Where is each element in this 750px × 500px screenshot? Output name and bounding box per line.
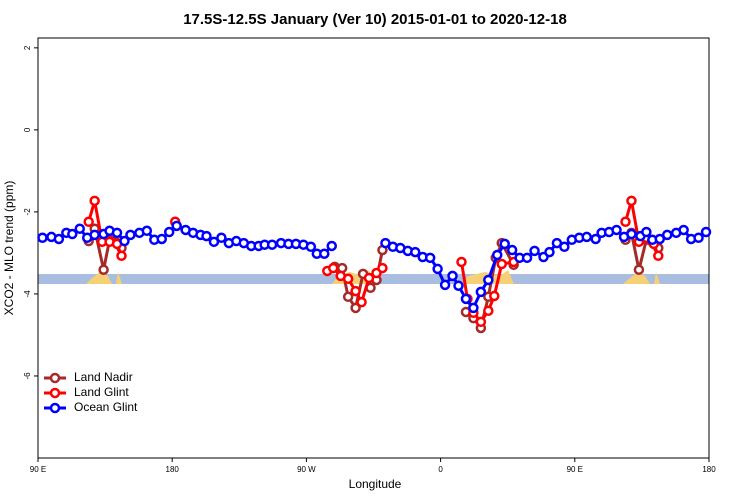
data-point: [377, 262, 388, 274]
data-point: [496, 258, 507, 270]
data-point: [356, 296, 367, 308]
data-point: [119, 235, 130, 247]
data-point: [37, 232, 48, 243]
data-point: [626, 228, 637, 240]
data-point: [141, 225, 153, 237]
data-point: [590, 233, 601, 245]
data-point: [521, 252, 533, 264]
legend-label: Land Nadir: [74, 370, 133, 384]
data-point: [216, 232, 227, 243]
data-point: [653, 250, 664, 262]
data-point: [163, 226, 175, 238]
data-point: [661, 229, 673, 241]
data-point: [453, 280, 464, 291]
data-point: [626, 195, 637, 207]
data-point: [98, 264, 109, 275]
data-point: [456, 256, 467, 268]
data-point: [447, 270, 458, 282]
data-point: [342, 273, 354, 285]
data-point: [350, 285, 361, 297]
data-point: [544, 246, 555, 258]
chart-title: 17.5S-12.5S January (Ver 10) 2015-01-01 …: [183, 11, 567, 28]
y-tick-label: -6: [23, 372, 32, 380]
x-tick-label: 180: [702, 465, 716, 474]
legend-marker: [49, 402, 61, 414]
data-point: [53, 233, 65, 245]
legend-marker: [49, 372, 61, 384]
data-point: [342, 291, 354, 303]
data-point: [654, 233, 666, 245]
data-point: [171, 220, 182, 232]
data-point: [305, 241, 317, 253]
data-point: [475, 286, 487, 298]
land-fill-area: [116, 272, 122, 284]
y-tick-label: 0: [23, 127, 32, 132]
data-point: [111, 227, 123, 239]
land-fill-area: [654, 272, 660, 284]
data-point: [492, 249, 503, 261]
x-tick-label: 180: [166, 465, 180, 474]
data-point: [439, 279, 451, 291]
legend-marker: [49, 387, 61, 399]
data-point: [116, 250, 127, 262]
x-tick-label: 90 W: [297, 465, 316, 474]
legend-label: Land Glint: [74, 385, 129, 399]
data-point: [410, 246, 421, 258]
data-point: [641, 226, 652, 238]
data-point: [506, 244, 518, 256]
data-point: [74, 223, 86, 234]
data-point: [327, 262, 339, 274]
data-point: [483, 305, 494, 317]
data-point: [559, 241, 570, 253]
x-axis-label: Longitude: [349, 477, 402, 491]
data-point: [475, 316, 487, 328]
data-point: [581, 231, 592, 243]
data-point: [611, 224, 622, 236]
data-point: [89, 195, 100, 207]
data-point: [201, 230, 212, 242]
data-point: [83, 216, 94, 227]
x-tick-label: 90 E: [567, 465, 583, 474]
data-point: [483, 274, 494, 286]
data-point: [633, 264, 645, 275]
data-point: [156, 233, 168, 245]
data-point: [678, 224, 689, 236]
data-point: [89, 229, 100, 241]
data-point: [499, 238, 510, 250]
data-point: [620, 216, 631, 227]
y-tick-label: -4: [23, 290, 32, 298]
data-point: [350, 302, 361, 314]
x-tick-label: 0: [438, 465, 443, 474]
x-tick-label: 90 E: [30, 465, 46, 474]
y-tick-label: -2: [23, 208, 32, 216]
land-fill-area: [623, 272, 650, 284]
data-point: [693, 232, 704, 243]
data-point: [326, 240, 337, 252]
data-point: [363, 272, 375, 284]
data-point: [125, 229, 136, 241]
data-point: [424, 252, 436, 264]
data-point: [266, 239, 278, 250]
y-tick-label: 2: [23, 45, 32, 50]
y-axis-label: XCO2 - MLO trend (ppm): [2, 181, 16, 316]
data-point: [432, 263, 443, 275]
land-fill-area: [86, 272, 112, 284]
data-point: [468, 302, 479, 314]
data-point: [319, 248, 330, 259]
legend-label: Ocean Glint: [74, 400, 138, 414]
data-point: [529, 245, 540, 257]
data-point: [208, 236, 220, 248]
data-point: [700, 226, 712, 238]
data-point: [460, 293, 472, 305]
plot-frame: [37, 37, 710, 459]
data-point: [489, 290, 500, 302]
data-point: [67, 228, 78, 240]
